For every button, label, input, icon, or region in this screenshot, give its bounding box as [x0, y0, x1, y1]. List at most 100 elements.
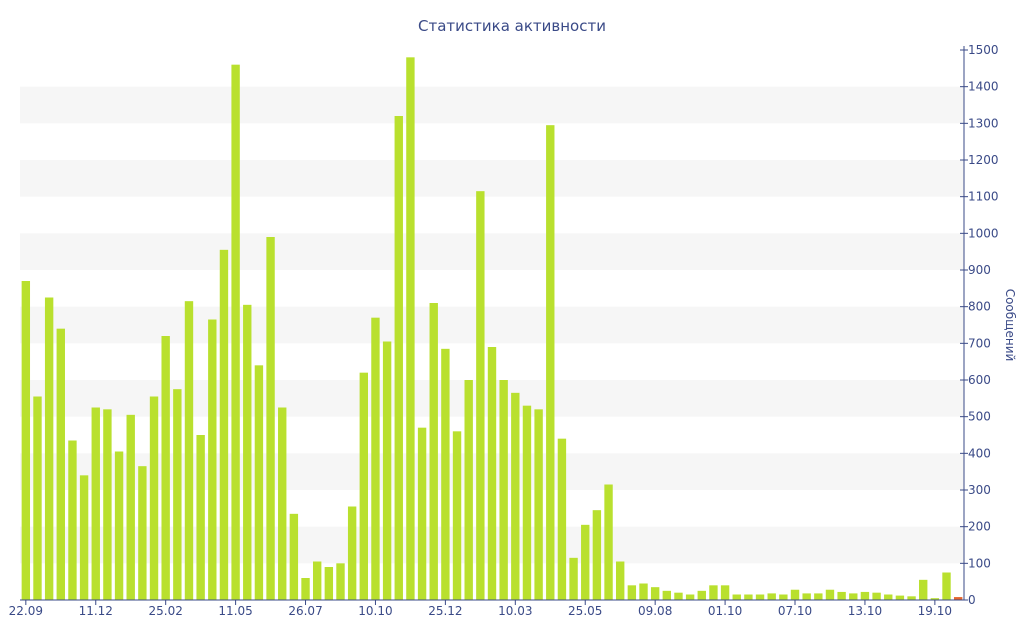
bar — [406, 57, 415, 600]
grid-bands — [20, 86, 964, 564]
x-tick-label: 25.02 — [148, 604, 182, 618]
x-tick-label: 13.10 — [848, 604, 882, 618]
bar — [499, 380, 508, 600]
chart-title: Статистика активности — [418, 17, 606, 35]
bar — [208, 319, 217, 600]
bar — [289, 513, 299, 600]
y-tick-label: 500 — [968, 410, 991, 424]
bar — [849, 593, 858, 600]
bar — [452, 431, 462, 600]
bar — [184, 301, 194, 600]
bar — [534, 409, 543, 600]
y-tick-label: 200 — [968, 520, 991, 534]
bar — [802, 593, 811, 600]
y-tick-label: 1100 — [968, 190, 999, 204]
bar — [441, 348, 450, 600]
bar — [21, 281, 31, 600]
bar — [138, 466, 147, 600]
x-tick-label: 25.12 — [428, 604, 462, 618]
y-tick-label: 1300 — [968, 116, 999, 130]
y-tick-label: 100 — [968, 556, 991, 570]
bar — [907, 596, 916, 600]
y-axis: 0 100 200 300 400 500 600 700 800 900 1000 1100 1200… — [960, 43, 999, 607]
bar — [464, 380, 473, 600]
bar — [825, 589, 835, 600]
bar — [779, 594, 788, 600]
bar — [511, 392, 520, 600]
bar — [930, 598, 940, 600]
bar — [546, 125, 555, 601]
x-tick-label: 19.10 — [918, 604, 952, 618]
bar — [919, 579, 928, 600]
bar — [616, 561, 625, 600]
bar — [674, 592, 683, 600]
bar — [592, 510, 602, 600]
bar — [429, 303, 438, 600]
x-tick-label: 11.05 — [218, 604, 252, 618]
y-tick-label: 1200 — [968, 153, 999, 167]
y-tick-label: 1000 — [968, 226, 999, 240]
y-tick-label: 400 — [968, 446, 991, 460]
bar — [709, 585, 718, 600]
x-tick-label: 09.08 — [638, 604, 672, 618]
bar — [837, 591, 846, 600]
bar — [301, 578, 310, 600]
bar — [569, 557, 578, 600]
bar — [884, 594, 893, 600]
bar — [359, 372, 368, 600]
bar — [231, 64, 240, 601]
x-tick-label: 01.10 — [708, 604, 742, 618]
bar — [732, 594, 741, 600]
grid-band — [20, 86, 964, 124]
bar — [219, 249, 229, 600]
bar — [697, 590, 706, 600]
bar — [942, 572, 951, 600]
bar — [639, 583, 648, 600]
bar — [68, 440, 77, 600]
bar — [149, 396, 159, 600]
y-axis-label: Сообщений — [1003, 289, 1017, 362]
x-tick-label: 10.03 — [498, 604, 532, 618]
bar — [860, 591, 870, 600]
grid-band — [20, 306, 964, 344]
bar — [266, 237, 275, 600]
bar — [196, 435, 205, 600]
bar — [56, 328, 65, 600]
bar — [720, 585, 730, 600]
x-tick-label: 10.10 — [358, 604, 392, 618]
bar — [581, 524, 590, 600]
bar — [685, 594, 695, 600]
bar — [324, 567, 334, 600]
bar — [336, 563, 345, 600]
bar — [755, 594, 765, 600]
bar — [243, 304, 252, 600]
bar — [103, 409, 112, 600]
bar — [895, 595, 905, 600]
bar — [114, 451, 124, 600]
bar — [254, 365, 264, 600]
x-tick-label: 07.10 — [778, 604, 812, 618]
x-tick-label: 11.12 — [79, 604, 113, 618]
bars-group — [21, 57, 963, 601]
bar — [33, 396, 42, 600]
bar — [814, 593, 823, 600]
bar — [487, 347, 497, 600]
bar — [394, 116, 403, 600]
bar — [557, 438, 567, 600]
bar — [790, 589, 800, 600]
x-axis: 22.09 11.12 25.02 11.05 26.07 10.10 25.12 10.03… — [9, 599, 964, 618]
bar — [953, 597, 963, 600]
bar — [44, 297, 54, 600]
bar — [744, 594, 753, 600]
bar — [312, 561, 322, 600]
y-tick-label: 1500 — [968, 43, 999, 57]
x-tick-label: 25.05 — [568, 604, 602, 618]
y-tick-label: 800 — [968, 300, 991, 314]
bar — [173, 389, 182, 600]
bar — [382, 341, 392, 600]
bar — [767, 593, 776, 600]
bar — [278, 407, 287, 600]
y-tick-label: 600 — [968, 373, 991, 387]
